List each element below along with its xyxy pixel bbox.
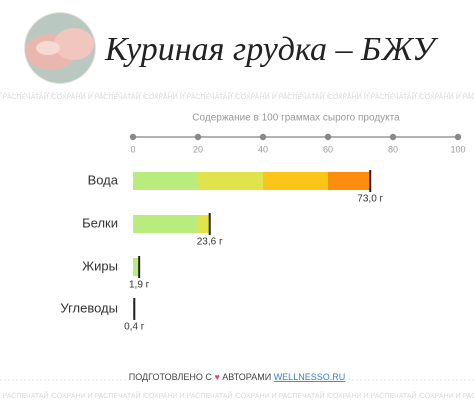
x-tick-label: 0 [130, 144, 135, 154]
watermark: СОХРАНИ И РАСПЕЧАТАЙ / [0, 92, 53, 101]
category-label: Вода [88, 172, 119, 187]
x-tick-label: 100 [450, 144, 465, 154]
watermark: СОХРАНИ И РАСПЕЧАТАЙ / [420, 391, 474, 400]
x-tick-label: 40 [258, 144, 268, 154]
watermark-row: СОХРАНИ И РАСПЕЧАТАЙ /СОХРАНИ И РАСПЕЧАТ… [0, 391, 474, 400]
tick-mark [194, 133, 202, 141]
watermark-row: СОХРАНИ И РАСПЕЧАТАЙ /СОХРАНИ И РАСПЕЧАТ… [0, 92, 474, 101]
value-label: 73,0 г [357, 194, 383, 205]
value-label: 1,9 г [129, 280, 150, 291]
photo [24, 12, 96, 84]
subtitle: Содержание в 100 граммах сырого продукта [192, 113, 400, 124]
watermark: СОХРАНИ И РАСПЕЧАТАЙ / [0, 391, 53, 400]
title: Куриная грудка – БЖУ [104, 31, 439, 68]
tick-mark [259, 133, 267, 141]
tick-mark [324, 133, 332, 141]
bar [133, 258, 140, 276]
bar [133, 215, 210, 233]
tick-mark [129, 133, 137, 141]
watermark: СОХРАНИ И РАСПЕЧАТАЙ / [144, 92, 237, 101]
watermark: СОХРАНИ И РАСПЕЧАТАЙ / [52, 391, 145, 400]
x-tick-label: 60 [323, 144, 333, 154]
category-label: Жиры [82, 258, 118, 273]
watermark: СОХРАНИ И РАСПЕЧАТАЙ / [420, 92, 474, 101]
watermark: СОХРАНИ И РАСПЕЧАТАЙ / [144, 391, 237, 400]
x-tick-label: 20 [193, 144, 203, 154]
watermark: СОХРАНИ И РАСПЕЧАТАЙ / [236, 391, 329, 400]
bar [133, 172, 371, 190]
watermark: СОХРАНИ И РАСПЕЧАТАЙ / [236, 92, 329, 101]
category-label: Белки [82, 215, 118, 230]
footer: ПОДГОТОВЛЕНО С ♥ АВТОРАМИ WELLNESSO.RU [129, 372, 345, 382]
tick-mark [389, 133, 397, 141]
category-label: Углеводы [60, 300, 118, 315]
footer-text: ПОДГОТОВЛЕНО С [129, 372, 213, 382]
tick-mark [454, 133, 462, 141]
watermark: СОХРАНИ И РАСПЕЧАТАЙ / [328, 92, 421, 101]
heart: ♥ [214, 372, 219, 382]
footer-text: АВТОРАМИ [222, 372, 271, 382]
x-tick-label: 80 [388, 144, 398, 154]
value-label: 0,4 г [124, 322, 145, 333]
footer-link[interactable]: WELLNESSO.RU [274, 372, 346, 382]
watermark: СОХРАНИ И РАСПЕЧАТАЙ / [328, 391, 421, 400]
watermark: СОХРАНИ И РАСПЕЧАТАЙ / [52, 92, 145, 101]
value-label: 23,6 г [197, 237, 223, 248]
